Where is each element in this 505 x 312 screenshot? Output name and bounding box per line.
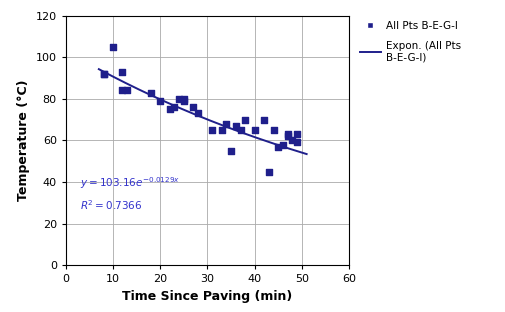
Text: $R^2 = 0.7366$: $R^2 = 0.7366$: [80, 198, 142, 212]
Point: [170, 105, 178, 110]
Point: [217, 128, 225, 133]
Point: [283, 134, 291, 139]
Y-axis label: Temperature (°C): Temperature (°C): [17, 80, 30, 201]
Point: [241, 117, 249, 122]
Point: [278, 142, 286, 147]
Point: [99, 71, 108, 76]
Point: [292, 132, 300, 137]
Point: [146, 90, 155, 95]
Point: [175, 96, 183, 101]
Point: [189, 105, 197, 110]
X-axis label: Time Since Paving (min): Time Since Paving (min): [122, 290, 292, 303]
Point: [179, 96, 187, 101]
Point: [118, 88, 126, 93]
Point: [260, 117, 268, 122]
Point: [179, 98, 187, 103]
Point: [123, 88, 131, 93]
Point: [283, 132, 291, 137]
Point: [288, 138, 296, 143]
Point: [208, 128, 216, 133]
Point: [222, 121, 230, 126]
Point: [165, 107, 173, 112]
Point: [118, 69, 126, 74]
Point: [250, 128, 258, 133]
Point: [292, 140, 300, 145]
Point: [99, 71, 108, 76]
Text: $y = 103.16e^{-0.0129x}$: $y = 103.16e^{-0.0129x}$: [80, 175, 180, 191]
Point: [227, 148, 235, 153]
Point: [236, 128, 244, 133]
Legend: All Pts B-E-G-I, Expon. (All Pts
B-E-G-I): All Pts B-E-G-I, Expon. (All Pts B-E-G-I…: [359, 21, 460, 63]
Point: [156, 98, 164, 103]
Point: [231, 123, 239, 128]
Point: [269, 128, 277, 133]
Point: [193, 111, 201, 116]
Point: [274, 144, 282, 149]
Point: [109, 44, 117, 49]
Point: [264, 169, 272, 174]
